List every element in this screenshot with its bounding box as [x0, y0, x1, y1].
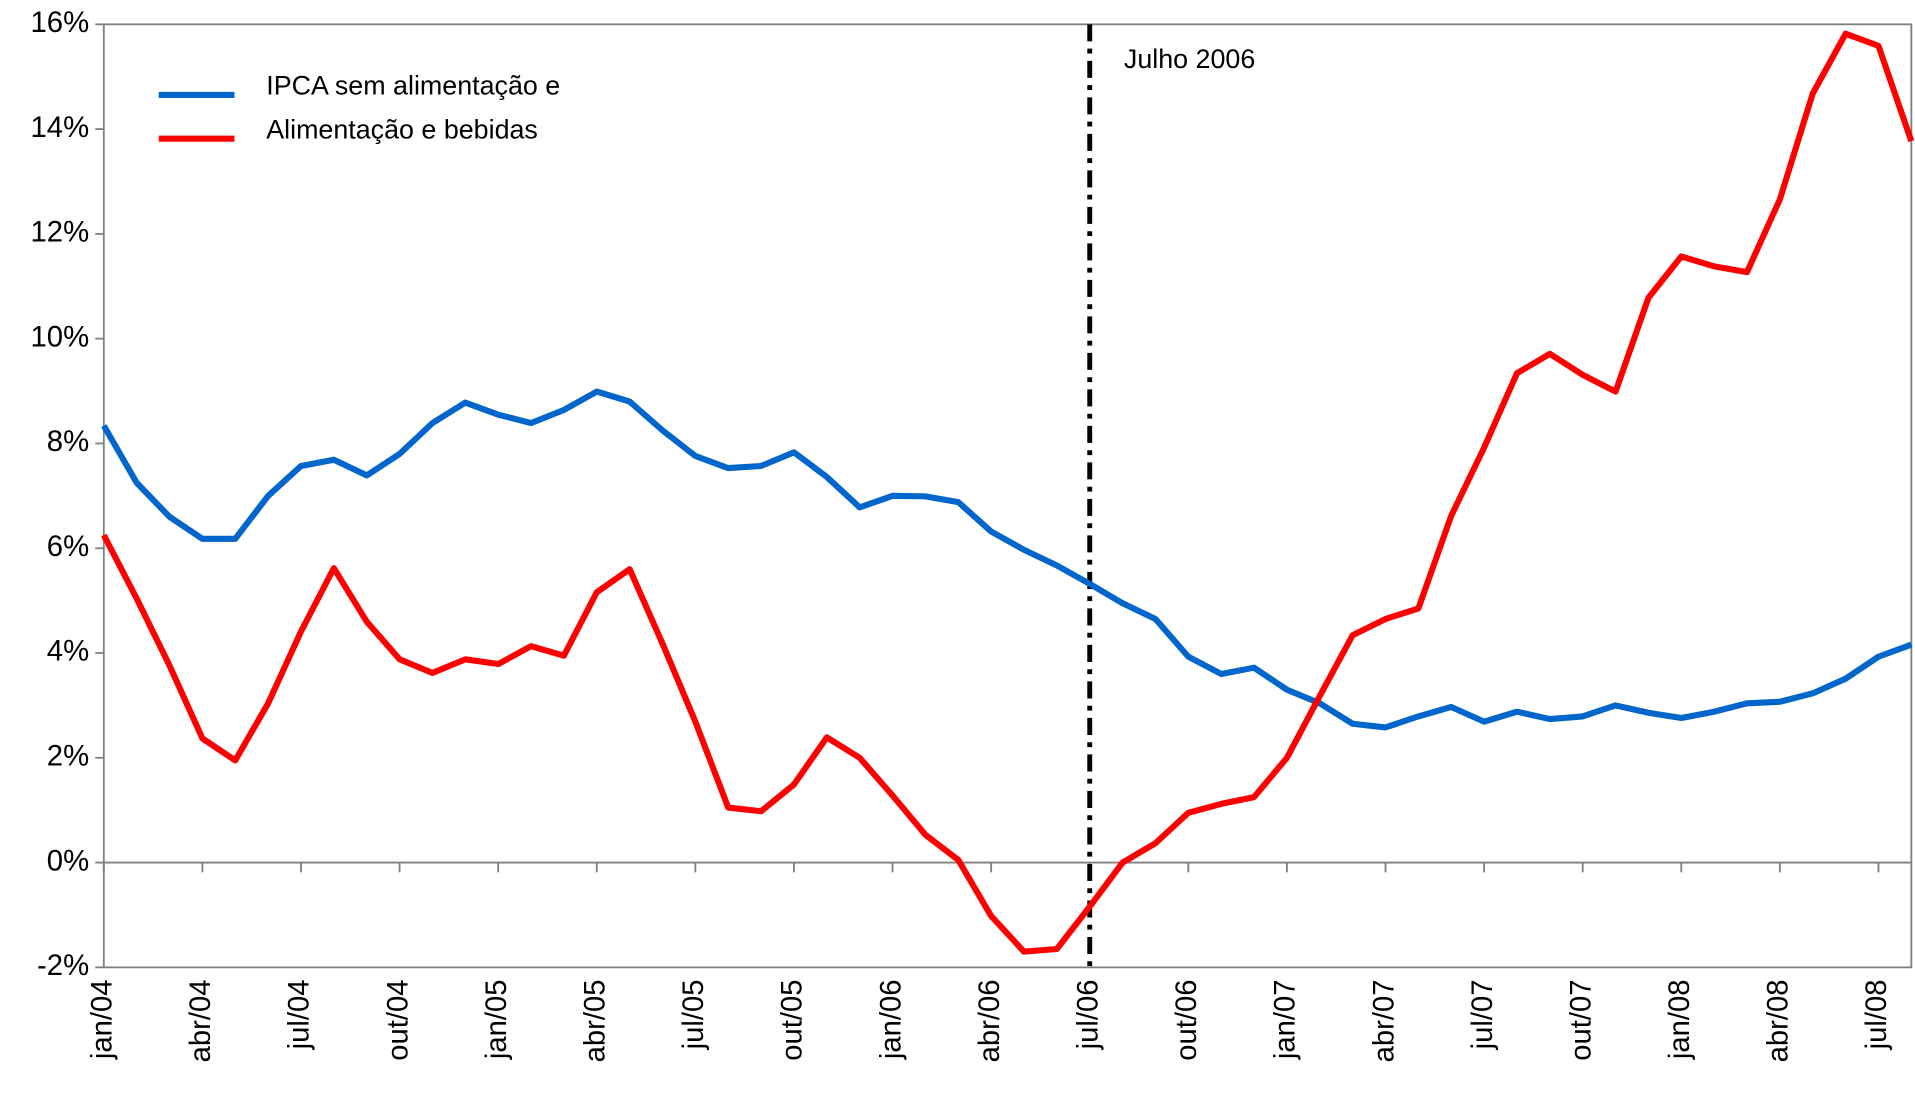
- x-tick-label: out/05: [777, 980, 809, 1061]
- y-tick-label: 12%: [31, 217, 90, 249]
- x-tick-label: jan/04: [87, 980, 119, 1061]
- y-tick-label: 6%: [47, 531, 89, 563]
- x-tick-label: jan/07: [1270, 980, 1302, 1061]
- y-tick-label: 16%: [31, 7, 90, 39]
- x-tick-label: abr/04: [185, 980, 217, 1063]
- x-tick-label: abr/07: [1368, 980, 1400, 1063]
- series-line: [101, 30, 1915, 955]
- y-tick-label: 4%: [47, 636, 89, 668]
- annotation: Julho 2006: [1124, 44, 1255, 74]
- x-tick-label: abr/05: [579, 980, 611, 1063]
- x-tick-label: abr/06: [974, 980, 1006, 1063]
- y-tick-label: -2%: [37, 950, 89, 982]
- legend-label: IPCA sem alimentação e: [266, 71, 560, 101]
- x-tick-label: out/04: [382, 980, 414, 1061]
- x-tick-label: jul/06: [1072, 980, 1104, 1051]
- x-tick-label: jan/08: [1664, 980, 1696, 1061]
- y-tick-label: 0%: [47, 845, 89, 877]
- x-tick-label: jul/04: [284, 980, 316, 1051]
- x-tick-label: jul/07: [1467, 980, 1499, 1051]
- y-tick-label: 10%: [31, 321, 90, 353]
- x-tick-label: jul/08: [1861, 980, 1893, 1051]
- legend-label: Alimentação e bebidas: [266, 115, 538, 145]
- x-tick-label: abr/08: [1763, 980, 1795, 1063]
- x-tick-label: out/07: [1565, 980, 1597, 1061]
- y-tick-label: 14%: [31, 112, 90, 144]
- x-tick-label: jan/05: [481, 980, 513, 1061]
- x-tick-label: out/06: [1171, 980, 1203, 1061]
- plot-area: [102, 23, 1913, 969]
- x-tick-label: jul/05: [678, 980, 710, 1051]
- y-tick-label: 2%: [47, 741, 89, 773]
- series-line: [101, 388, 1913, 731]
- x-tick-label: jan/06: [875, 980, 907, 1061]
- y-tick-label: 8%: [47, 426, 89, 458]
